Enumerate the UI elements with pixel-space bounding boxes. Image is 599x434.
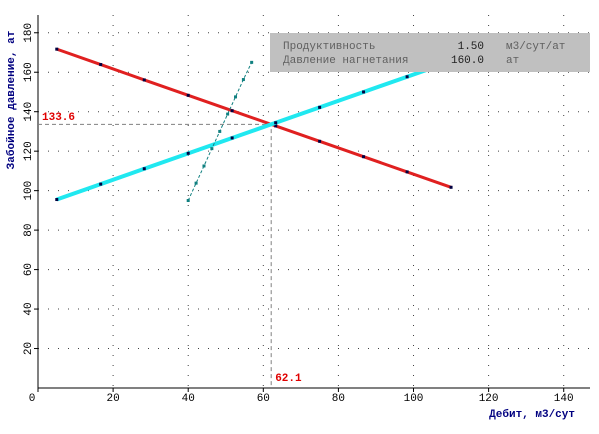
- y-tick-label: 120: [23, 141, 35, 161]
- point: [318, 105, 322, 109]
- info-box: [270, 33, 590, 72]
- y-tick-label: 160: [23, 62, 35, 82]
- info-label: Продуктивность: [283, 41, 375, 53]
- point: [362, 155, 366, 159]
- x-tick-label: 80: [332, 393, 345, 405]
- crosshair-x-label: 62.1: [275, 373, 302, 385]
- info-label: Давление нагнетания: [283, 55, 408, 67]
- point: [405, 170, 409, 174]
- y-tick-label: 140: [23, 102, 35, 122]
- series-line: [56, 47, 452, 189]
- x-tick-label: 120: [479, 393, 499, 405]
- y-tick-label: 180: [23, 23, 35, 43]
- info-unit: м3/сут/ат: [506, 41, 565, 53]
- point: [99, 63, 103, 67]
- x-tick-label: 60: [257, 393, 270, 405]
- info-unit: ат: [506, 55, 519, 67]
- point: [55, 198, 59, 202]
- info-value: 160.0: [451, 55, 484, 67]
- point: [230, 109, 234, 113]
- point: [186, 151, 190, 155]
- y-tick-label: 20: [23, 342, 35, 355]
- y-tick-label: 40: [23, 302, 35, 315]
- x-tick-label: 20: [107, 393, 120, 405]
- y-axis-label: Забойное давление, ат: [5, 31, 18, 170]
- x-tick-label: 140: [554, 393, 574, 405]
- point: [218, 129, 222, 133]
- point: [142, 78, 146, 82]
- point: [230, 136, 234, 140]
- x-axis-label: Дебит, м3/сут: [489, 408, 575, 421]
- point: [210, 147, 214, 151]
- point: [186, 199, 190, 203]
- y-tick-label: 100: [23, 181, 35, 201]
- point: [274, 124, 278, 128]
- point: [202, 164, 206, 168]
- x-tick-label: 40: [182, 393, 195, 405]
- crosshair-y-label: 133.6: [42, 112, 75, 124]
- point: [234, 95, 238, 99]
- y-tick-label: 80: [23, 224, 35, 237]
- x-tick-label: 0: [29, 393, 36, 405]
- info-value: 1.50: [458, 41, 484, 53]
- point: [226, 112, 230, 116]
- point: [449, 185, 453, 189]
- point: [405, 75, 409, 79]
- point: [99, 182, 103, 186]
- point: [142, 167, 146, 171]
- point: [55, 47, 59, 51]
- series-line: [56, 59, 452, 202]
- point: [241, 78, 245, 82]
- point: [250, 60, 254, 64]
- point: [194, 181, 198, 185]
- x-tick-label: 100: [404, 393, 424, 405]
- y-tick-label: 60: [23, 263, 35, 276]
- point: [186, 93, 190, 97]
- point: [274, 121, 278, 125]
- point: [362, 90, 366, 94]
- point: [318, 139, 322, 143]
